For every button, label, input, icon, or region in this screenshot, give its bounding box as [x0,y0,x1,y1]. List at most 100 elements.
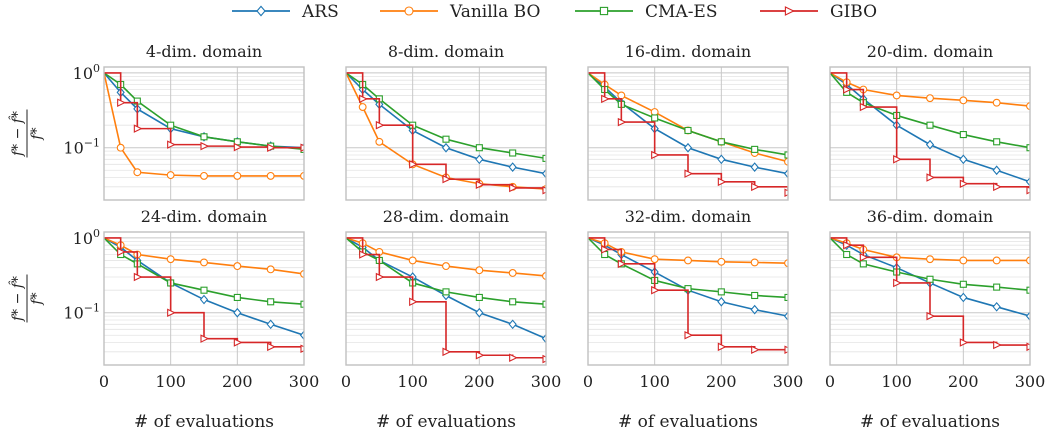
axes-frame [587,231,789,366]
y-label-denominator: f* [29,127,45,140]
point-vanilla-bo [233,262,242,271]
point-ars [475,154,484,165]
point-vanilla-bo [926,255,934,264]
legend: ARS Vanilla BO CMA-ES GIBO [232,2,877,22]
y-tick-label: 100 [73,62,100,83]
point-vanilla-bo [300,171,304,180]
point-ars [925,139,935,150]
point-gibo [409,297,418,307]
point-vanilla-bo [375,137,384,146]
point-cma-es [651,114,659,122]
point-vanilla-bo [617,91,626,100]
series-group [588,237,788,355]
point-gibo [843,85,852,94]
x-axis-label: # of evaluations [134,412,274,432]
axes-frame [345,231,547,366]
x-tick-label: 300 [1015,372,1046,391]
legend-entry-ars: ARS [232,2,339,22]
point-vanilla-bo [750,258,759,267]
point-gibo [959,338,969,347]
panel-title: 36-dim. domain [867,207,993,226]
point-vanilla-bo [133,168,142,177]
series-line-vanilla-bo [346,72,546,190]
grid [830,67,1030,201]
x-tick-label: 100 [155,372,186,391]
point-vanilla-bo [408,256,417,265]
point-cma-es [784,151,788,159]
point-ars [508,162,517,172]
point-ars [1025,311,1030,321]
point-gibo [542,185,546,195]
axes-frame [345,66,547,201]
series-group [346,72,546,195]
point-gibo [475,180,485,190]
point-ars [959,154,968,165]
point-cma-es [200,286,208,294]
point-cma-es [926,121,934,129]
point-gibo [926,173,936,182]
point-cma-es [442,135,450,143]
point-cma-es [300,300,304,308]
point-ars [441,142,451,153]
x-tick-label: 0 [583,372,593,391]
point-ars [299,330,304,341]
x-tick-label: 100 [881,372,912,391]
point-gibo [200,141,210,151]
point-gibo [117,247,126,257]
legend-marker [404,6,414,16]
y-tick-label: 100 [73,227,100,248]
point-ars [992,165,1001,176]
point-gibo [859,102,869,112]
point-gibo [1026,342,1030,352]
panel-title: 32-dim. domain [625,207,751,226]
point-gibo [475,350,485,360]
point-gibo [893,278,902,288]
point-gibo [509,183,518,193]
x-axis-label: # of evaluations [860,412,1000,432]
point-ars [266,319,275,330]
point-gibo [751,345,760,355]
x-tick-label: 100 [397,372,428,391]
x-tick-label: 200 [948,372,979,391]
point-gibo [200,334,210,343]
point-ars [508,319,517,330]
point-gibo [442,347,452,357]
point-cma-es [959,280,967,288]
series-group [830,237,1030,352]
axes-frame [829,66,1031,201]
legend-entry-cma-es: CMA-ES [575,2,718,22]
point-ars [233,307,242,318]
panel-32d: 32-dim. domain 0 100 200 300 # of evaluations [583,207,803,432]
point-cma-es [784,293,788,302]
point-cma-es [542,154,546,162]
point-cma-es [751,145,759,153]
point-cma-es [542,300,546,308]
point-gibo [300,143,304,152]
point-gibo [651,150,660,160]
legend-marker [784,6,795,16]
series-group [830,72,1030,195]
point-cma-es [475,293,483,302]
x-tick-label: 0 [341,372,351,391]
point-cma-es [233,293,241,302]
point-vanilla-bo [684,256,692,265]
point-vanilla-bo [992,256,1001,265]
panel-title: 28-dim. domain [383,207,509,226]
point-ars [783,311,788,321]
series-line-ars [104,237,304,336]
y-tick-label: 10−1 [63,302,100,323]
point-gibo [684,169,694,178]
point-gibo [893,155,902,164]
point-vanilla-bo [959,256,968,265]
point-gibo [167,140,176,149]
y-label-numerator: f* − f̂* [8,276,26,322]
panel-24d: 24-dim. domain 0 100 200 300 # of evaluations… [8,207,319,432]
point-ars [992,301,1001,312]
axes-frame [587,66,789,201]
point-vanilla-bo [926,94,934,103]
series-group [104,237,304,354]
point-vanilla-bo [358,103,367,111]
x-tick-label: 200 [464,372,495,391]
point-gibo [959,179,969,189]
